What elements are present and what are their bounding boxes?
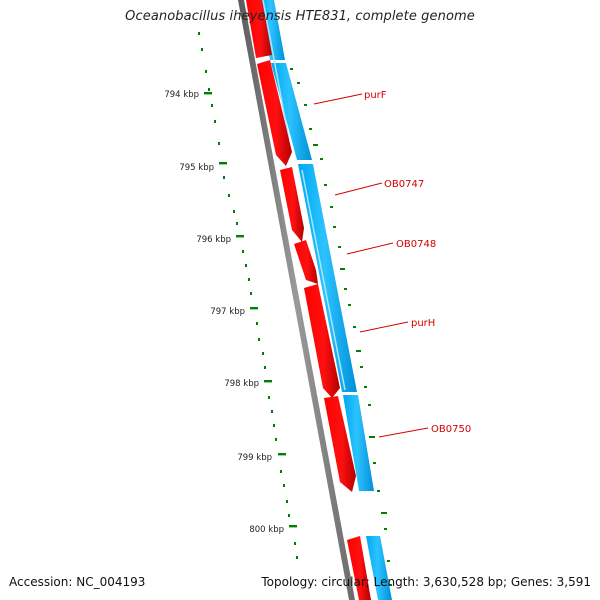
gene-label-OB0747: OB0747 [384,179,424,190]
tick-label-794: 794 kbp [164,90,199,100]
gene-arrow [246,0,272,58]
tick-label-799: 799 kbp [237,453,272,463]
gene-labels: purF OB0747 OB0748 purH OB0750 [364,90,471,435]
gc-skew-track [290,68,392,586]
gene-arrows [246,0,371,600]
accession-label: Accession: NC_004193 [9,575,146,589]
gene-arrow-purF [257,60,292,166]
gene-label-purH: purH [411,318,435,329]
gene-label-OB0748: OB0748 [396,239,436,250]
genome-summary: Topology: circular; Length: 3,630,528 bp… [261,575,591,589]
gene-label-purF: purF [364,90,387,101]
tick-label-798: 798 kbp [224,379,259,389]
gene-arrow-OB0747 [280,167,304,242]
position-labels: 794 kbp 795 kbp 796 kbp 797 kbp 798 kbp … [164,90,284,535]
position-ticks [204,92,297,528]
tick-label-800: 800 kbp [249,525,284,535]
gene-arrow [347,536,371,600]
genome-title: Oceanobacillus iheyensis HTE831, complet… [125,9,475,24]
cds-track-blue [259,0,392,600]
gc-content-track [198,32,298,559]
gene-leader-lines [313,93,429,438]
tick-label-795: 795 kbp [179,163,214,173]
tick-label-796: 796 kbp [196,235,231,245]
genome-backbone [238,0,355,600]
tick-label-797: 797 kbp [210,307,245,317]
gene-label-OB0750: OB0750 [431,424,471,435]
gene-arrow-OB0748 [294,240,318,284]
gene-arrow-purH [304,284,340,398]
gene-arrow-OB0750 [324,396,356,492]
